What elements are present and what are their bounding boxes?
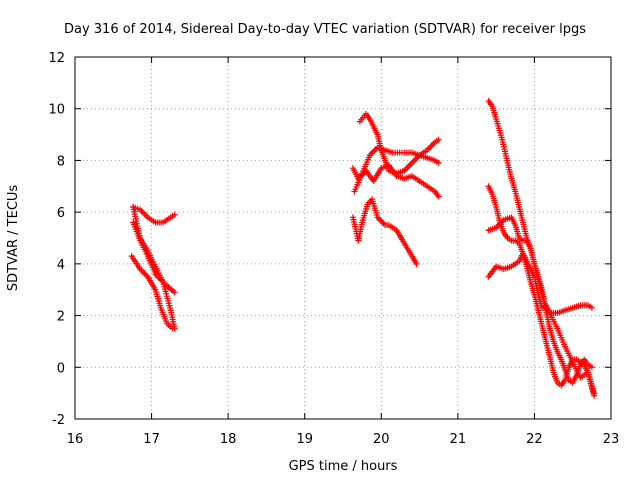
- series-track-8: [349, 196, 420, 267]
- series-track-3: [130, 219, 178, 296]
- y-tick-label: 4: [57, 258, 65, 273]
- y-tick-label: 2: [57, 310, 65, 325]
- y-tick-label: 12: [48, 51, 65, 66]
- series-track-12: [485, 250, 598, 397]
- y-axis-label: SDTVAR / TECUs: [6, 185, 21, 292]
- x-tick-label: 20: [373, 432, 390, 447]
- y-tick-labels: -2 0 2 4 6 8 10 12: [48, 51, 65, 428]
- series-track-5: [349, 162, 442, 200]
- data-point: [435, 193, 442, 200]
- y-tick-label: -2: [52, 413, 65, 428]
- x-axis-label: GPS time / hours: [289, 459, 398, 474]
- plot-frame: [74, 56, 612, 420]
- data-point: [591, 390, 598, 397]
- x-tick-label: 19: [296, 432, 313, 447]
- y-tick-label: 10: [48, 103, 65, 118]
- x-tick-label: 18: [220, 432, 237, 447]
- data-point: [413, 260, 420, 267]
- x-tick-label: 17: [143, 432, 160, 447]
- data-points: [128, 97, 598, 399]
- x-tick-label: 21: [450, 432, 467, 447]
- chart-title: Day 316 of 2014, Sidereal Day-to-day VTE…: [64, 22, 586, 37]
- series-track-7: [356, 110, 442, 177]
- x-tick-label: 22: [526, 432, 543, 447]
- series-track-11: [485, 214, 595, 386]
- data-point: [169, 325, 176, 332]
- x-tick-label: 16: [67, 432, 84, 447]
- grid: [75, 57, 611, 419]
- y-tick-label: 0: [57, 361, 65, 376]
- y-tick-label: 8: [57, 154, 65, 169]
- x-tick-labels: 16 17 18 19 20 21 22 23: [67, 432, 620, 447]
- y-tick-label: 6: [57, 206, 65, 221]
- data-point: [435, 160, 442, 167]
- data-point: [588, 364, 595, 371]
- series-track-4: [128, 253, 176, 332]
- data-point: [171, 211, 178, 218]
- data-point: [435, 136, 442, 143]
- data-point: [171, 289, 178, 296]
- x-tick-label: 23: [603, 432, 620, 447]
- data-point: [588, 304, 595, 311]
